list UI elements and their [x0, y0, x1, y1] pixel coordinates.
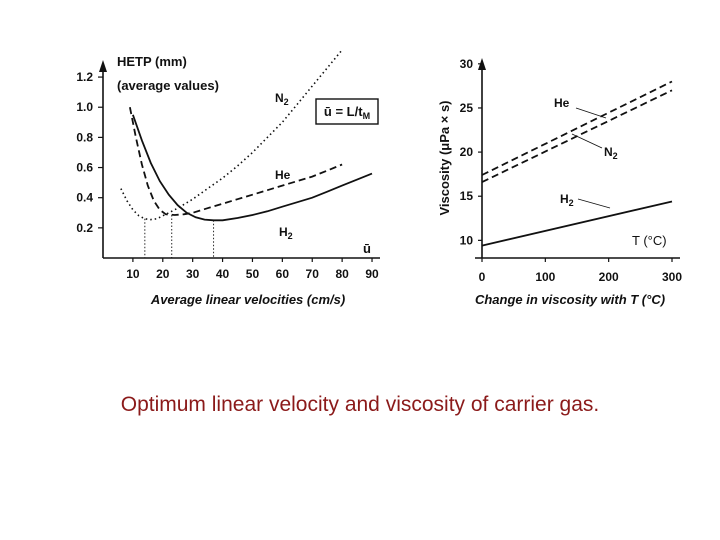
hetp-x-tick-label: 50 — [246, 267, 260, 281]
hetp-y-tick-label: 1.0 — [76, 100, 93, 114]
hetp-y-label-note: (average values) — [117, 78, 219, 93]
viscosity-y-tick-label: 25 — [460, 101, 474, 115]
hetp-x-tick-label: 20 — [156, 267, 170, 281]
hetp-x-tick-label: 40 — [216, 267, 230, 281]
hetp-y-tick-label: 0.8 — [76, 130, 93, 144]
hetp-y-tick-label: 0.2 — [76, 221, 93, 235]
hetp-x-tick-label: 60 — [276, 267, 290, 281]
series-label-n2-left: N2 — [275, 91, 289, 107]
formula-text: ū = L/tM — [324, 104, 370, 121]
hetp-x-tick-label: 70 — [306, 267, 320, 281]
viscosity-x-tick-label: 100 — [535, 270, 555, 284]
hetp-series-h2-line — [132, 114, 373, 222]
hetp-y-tick-label: 0.6 — [76, 161, 93, 175]
hetp-series-he-line — [129, 107, 343, 216]
hetp-series-n2-line — [120, 49, 343, 221]
hetp-y-axis-arrow — [99, 60, 107, 72]
viscosity-x-tick-label: 200 — [599, 270, 619, 284]
hetp-y-label: HETP (mm) — [117, 54, 187, 69]
viscosity-y-tick-label: 30 — [460, 57, 474, 71]
leader-he-right — [575, 107, 607, 119]
hetp-x-tick-label: 80 — [335, 267, 349, 281]
viscosity-x-tick-label: 300 — [662, 270, 682, 284]
leader-h2-right — [577, 198, 611, 209]
series-label-n2-right: N2 — [604, 145, 618, 161]
viscosity-y-tick-label: 20 — [460, 145, 474, 159]
leader-n2-right — [571, 133, 603, 149]
hetp-x-label: Average linear velocities (cm/s) — [150, 292, 345, 307]
viscosity-series-h2-line — [481, 200, 673, 247]
viscosity-t-label: T (°C) — [632, 233, 667, 248]
hetp-x-tick-label: 10 — [126, 267, 140, 281]
viscosity-x-label: Change in viscosity with T (°C) — [475, 292, 665, 307]
series-label-h2-right: H2 — [560, 192, 574, 208]
hetp-x-tick-label: 90 — [365, 267, 379, 281]
series-label-he-left: He — [275, 168, 291, 182]
viscosity-y-label: Viscosity (μPa × s) — [437, 100, 452, 215]
series-label-he-right: He — [554, 96, 570, 110]
viscosity-chart: 10 15 20 25 30 0 100 200 300 Viscosity (μPa × s… — [437, 57, 682, 307]
hetp-chart: 0.2 0.4 0.6 0.8 1.0 1.2 10 20 30 40 50 60 70 80 90 HE… — [76, 49, 380, 307]
hetp-x-symbol: ū — [363, 241, 371, 256]
figure-caption: Optimum linear velocity and viscosity of… — [120, 393, 600, 416]
hetp-x-tick-label: 30 — [186, 267, 200, 281]
viscosity-series-he-line — [481, 80, 673, 176]
hetp-y-tick-label: 1.2 — [76, 70, 93, 84]
formula-box — [315, 98, 379, 125]
series-label-h2-left: H2 — [279, 225, 293, 241]
viscosity-x-tick-label: 0 — [479, 270, 486, 284]
viscosity-y-tick-label: 10 — [460, 233, 474, 247]
viscosity-y-tick-label: 15 — [460, 189, 474, 203]
hetp-y-tick-label: 0.4 — [76, 191, 93, 205]
